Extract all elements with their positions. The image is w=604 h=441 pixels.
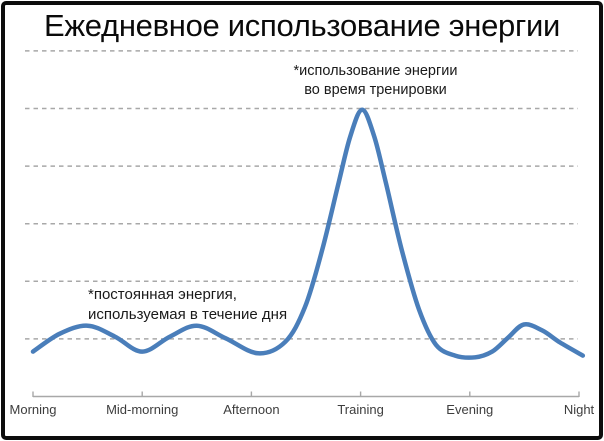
x-axis-label-afternoon: Afternoon bbox=[223, 402, 279, 417]
x-axis-label-evening: Evening bbox=[446, 402, 493, 417]
chart-title: Ежедневное использование энергии bbox=[43, 8, 561, 43]
x-axis-label-night: Night bbox=[564, 402, 595, 417]
annotation-constant-line1: *постоянная энергия, bbox=[88, 286, 237, 303]
x-axis-label-training: Training bbox=[337, 402, 383, 417]
annotation-training: *использование энергии во время трениров… bbox=[268, 62, 483, 100]
x-axis-label-morning: Morning bbox=[10, 402, 57, 417]
annotation-constant: *постоянная энергия, используемая в тече… bbox=[88, 285, 287, 325]
energy-curve bbox=[30, 107, 586, 360]
annotation-training-line1: *использование энергии bbox=[293, 63, 458, 79]
annotation-constant-line2: используемая в течение дня bbox=[88, 306, 288, 323]
x-axis-label-mid-morning: Mid-morning bbox=[106, 402, 178, 417]
annotation-training-line2: во время тренировки bbox=[304, 82, 447, 98]
